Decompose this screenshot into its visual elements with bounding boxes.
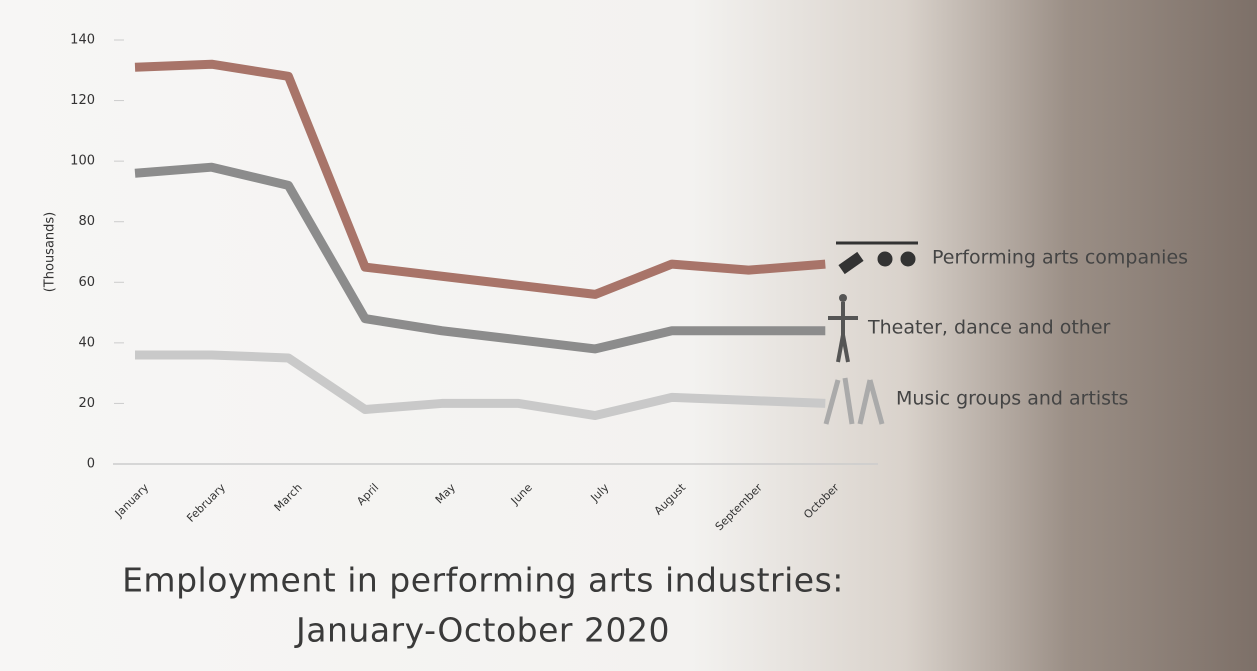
y-tick-label: 0 xyxy=(87,457,95,472)
icons xyxy=(823,241,918,425)
x-tick-label: September xyxy=(713,481,766,534)
y-tick-label: 120 xyxy=(70,93,95,108)
x-tick-label: June xyxy=(508,481,535,508)
y-tick-label: 80 xyxy=(78,214,95,229)
x-tick-label: August xyxy=(652,481,689,518)
chart-title: Employment in performing arts industries… xyxy=(122,561,844,600)
series-line xyxy=(134,162,826,354)
y-tick-label: 60 xyxy=(78,275,95,290)
legend-label: Performing arts companies xyxy=(932,247,1188,269)
x-tick-label: October xyxy=(801,481,842,522)
chart-title: January-October 2020 xyxy=(294,611,670,650)
x-tick-label: January xyxy=(112,481,152,521)
series-line xyxy=(134,59,826,299)
legend-label: Music groups and artists xyxy=(896,388,1128,410)
x-tick-label: February xyxy=(184,481,228,525)
series-line xyxy=(135,350,826,421)
y-tick-label: 40 xyxy=(78,335,95,350)
x-tick-label: July xyxy=(588,481,612,505)
x-tick-label: April xyxy=(354,481,381,508)
x-tick-label: May xyxy=(433,481,459,507)
y-tick-label: 20 xyxy=(78,396,95,411)
y-tick-label: 100 xyxy=(70,154,95,169)
legend-label: Theater, dance and other xyxy=(867,317,1111,339)
y-axis-label: (Thousands) xyxy=(43,212,58,293)
y-tick-label: 140 xyxy=(70,33,95,48)
x-tick-label: March xyxy=(272,481,305,514)
